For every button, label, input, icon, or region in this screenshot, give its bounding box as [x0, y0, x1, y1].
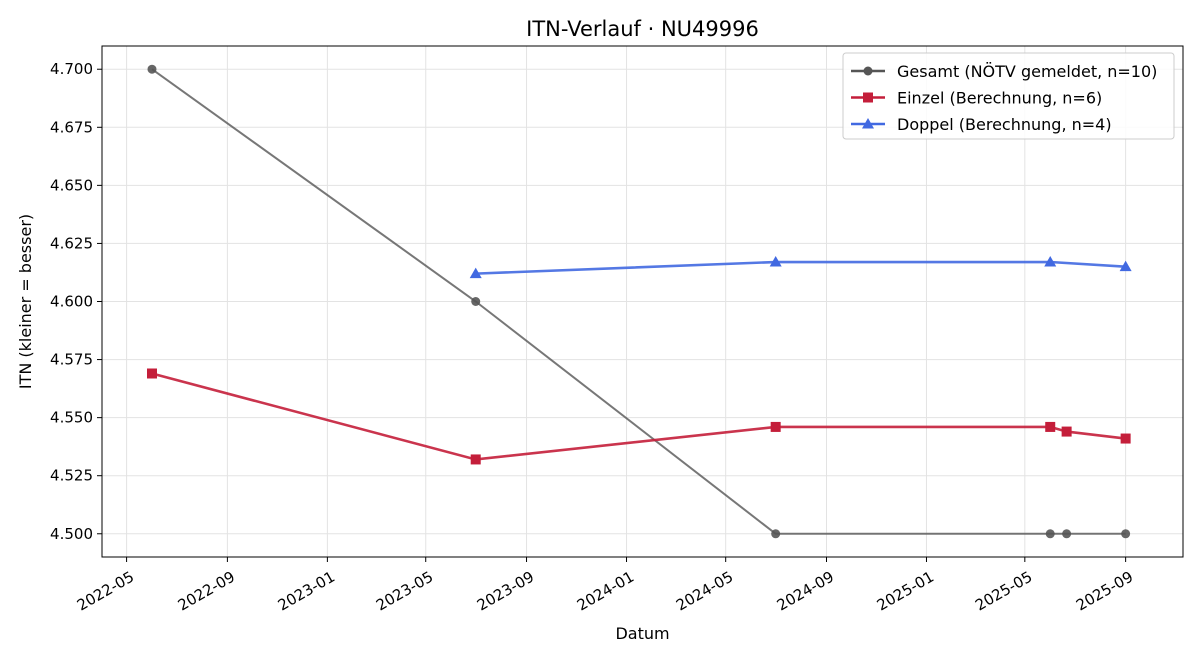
chart-title: ITN-Verlauf · NU49996: [526, 17, 759, 41]
y-tick-label: 4.525: [50, 467, 93, 485]
y-tick-label: 4.650: [50, 176, 93, 194]
data-point: [471, 297, 481, 306]
data-point: [1061, 426, 1072, 437]
legend-item: Einzel (Berechnung, n=6): [851, 89, 1102, 108]
data-point: [1045, 529, 1055, 539]
data-point: [470, 454, 481, 465]
axes: 4.500 4.525 4.550 4.575 4.600 4.625 4.650 4.675…: [50, 60, 1136, 614]
x-tick-label: 2022-05: [74, 568, 137, 615]
x-tick-label: 2025-01: [874, 568, 937, 615]
legend-marker: [863, 66, 873, 76]
y-tick-label: 4.700: [50, 60, 93, 78]
data-point: [1044, 256, 1057, 267]
y-tick-label: 4.575: [50, 351, 93, 369]
y-axis-title: ITN (kleiner = besser): [16, 214, 35, 389]
x-tick-label: 2023-09: [474, 568, 537, 615]
data-point: [469, 267, 482, 279]
data-point: [146, 368, 157, 379]
data-point: [1045, 421, 1056, 432]
x-tick-label: 2023-05: [373, 568, 436, 615]
series-group: [146, 64, 1132, 539]
legend-label: Einzel (Berechnung, n=6): [897, 89, 1102, 108]
data-point: [147, 64, 157, 74]
data-point: [1119, 260, 1132, 272]
series-line: [151, 372, 1126, 461]
legend-marker: [863, 92, 873, 103]
y-tick-label: 4.550: [50, 409, 93, 427]
data-point: [1120, 433, 1131, 444]
x-axis-title: Datum: [615, 624, 669, 643]
x-tick-label: 2024-05: [673, 568, 736, 615]
x-tick-label: 2025-05: [972, 568, 1035, 615]
series-line: [151, 68, 1126, 535]
x-tick-label: 2024-09: [774, 568, 837, 615]
legend-label: Doppel (Berechnung, n=4): [897, 115, 1112, 134]
grid: [102, 46, 1183, 557]
data-point: [1062, 529, 1072, 539]
data-point: [771, 529, 781, 539]
legend-marker: [862, 118, 874, 129]
y-tick-label: 4.625: [50, 234, 93, 252]
x-tick-label: 2023-01: [275, 568, 338, 615]
series-line: [475, 260, 1126, 275]
legend: Gesamt (NÖTV gemeldet, n=10) Einzel (Bere…: [842, 52, 1175, 140]
series-1: [147, 64, 1131, 539]
legend-item: Doppel (Berechnung, n=4): [851, 115, 1112, 134]
y-tick-label: 4.600: [50, 293, 93, 311]
legend-item: Gesamt (NÖTV gemeldet, n=10): [851, 62, 1157, 81]
data-point: [1121, 529, 1131, 539]
legend-box: [842, 52, 1175, 140]
x-tick-label: 2025-09: [1073, 568, 1136, 615]
series-3: [469, 256, 1132, 279]
x-tick-label: 2024-01: [574, 568, 637, 615]
x-tick-label: 2022-09: [175, 568, 238, 615]
series-2: [146, 368, 1131, 465]
y-tick-label: 4.675: [50, 118, 93, 136]
y-tick-label: 4.500: [50, 525, 93, 543]
data-point: [769, 256, 782, 267]
legend-label: Gesamt (NÖTV gemeldet, n=10): [897, 62, 1157, 81]
data-point: [770, 421, 781, 432]
